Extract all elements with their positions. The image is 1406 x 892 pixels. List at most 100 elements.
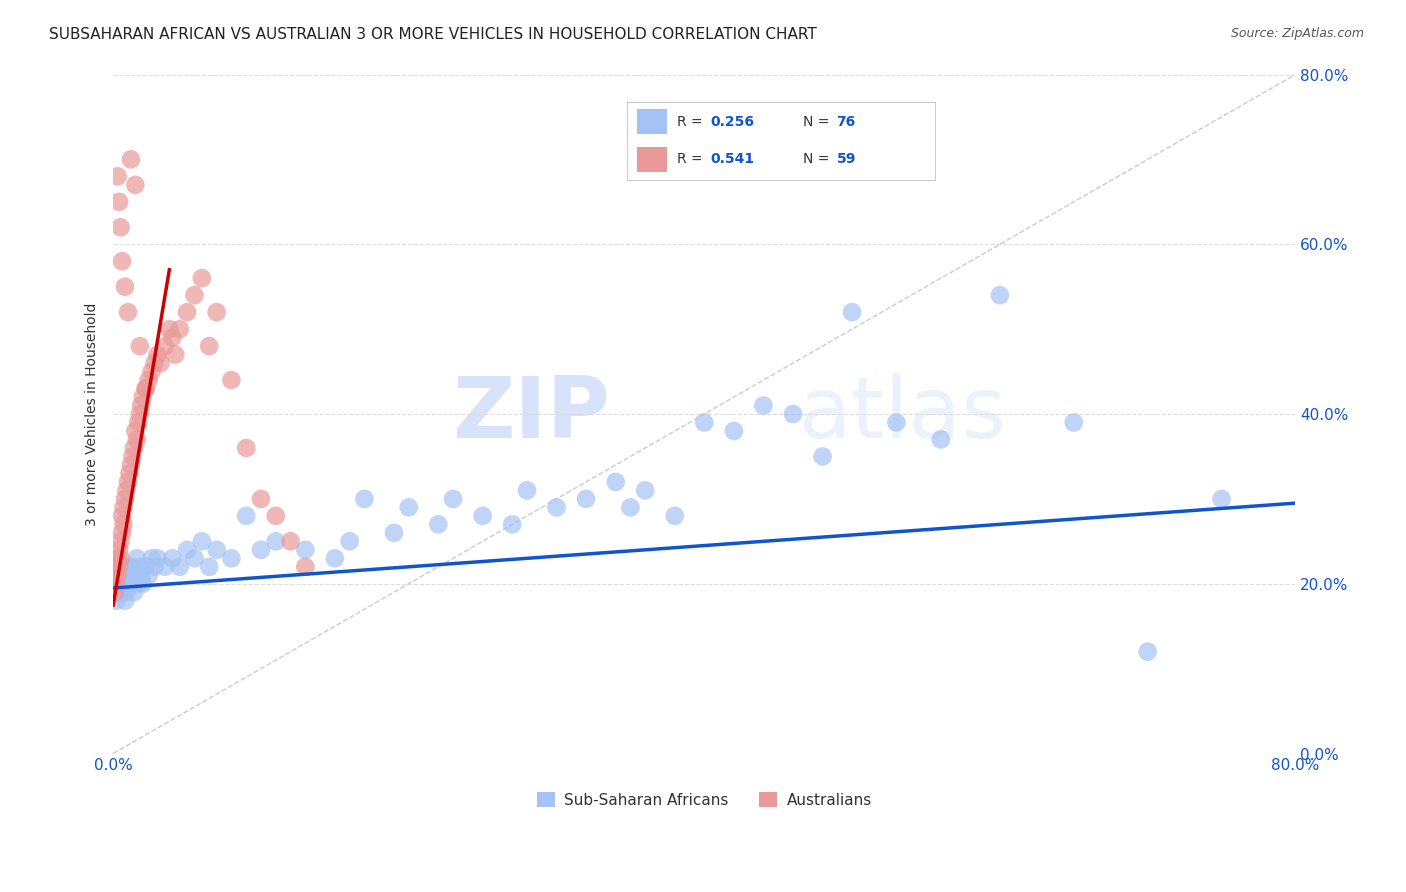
Point: [153, 559, 176, 574]
Point: [114, 593, 136, 607]
Point: [841, 305, 863, 319]
Point: [605, 475, 627, 489]
Point: [124, 568, 146, 582]
Point: [782, 407, 804, 421]
Point: [153, 339, 176, 353]
Point: [235, 441, 257, 455]
Point: [339, 534, 361, 549]
Point: [138, 568, 160, 582]
Point: [112, 585, 135, 599]
Point: [107, 568, 129, 582]
Point: [427, 517, 450, 532]
Point: [114, 279, 136, 293]
Point: [294, 559, 316, 574]
Point: [104, 568, 127, 582]
Point: [169, 322, 191, 336]
Point: [108, 559, 131, 574]
Point: [114, 576, 136, 591]
Point: [120, 153, 142, 167]
Text: SUBSAHARAN AFRICAN VS AUSTRALIAN 3 OR MORE VEHICLES IN HOUSEHOLD CORRELATION CHA: SUBSAHARAN AFRICAN VS AUSTRALIAN 3 OR MO…: [49, 27, 817, 42]
Point: [191, 534, 214, 549]
Point: [221, 551, 243, 566]
Point: [105, 593, 128, 607]
Point: [264, 534, 287, 549]
Point: [138, 373, 160, 387]
Point: [323, 551, 346, 566]
Point: [135, 559, 157, 574]
Point: [115, 585, 138, 599]
Point: [441, 491, 464, 506]
Point: [294, 542, 316, 557]
Point: [619, 500, 641, 515]
Point: [128, 339, 150, 353]
Point: [353, 491, 375, 506]
Point: [122, 441, 145, 455]
Point: [205, 305, 228, 319]
Point: [107, 585, 129, 599]
Point: [129, 568, 152, 582]
Point: [117, 559, 139, 574]
Point: [129, 399, 152, 413]
Point: [108, 194, 131, 209]
Point: [104, 568, 127, 582]
Point: [128, 559, 150, 574]
Point: [111, 576, 134, 591]
Point: [723, 424, 745, 438]
Point: [146, 551, 169, 566]
Point: [250, 491, 273, 506]
Point: [120, 458, 142, 472]
Point: [118, 568, 141, 582]
Point: [157, 322, 180, 336]
Point: [128, 407, 150, 421]
Point: [107, 169, 129, 184]
Point: [112, 517, 135, 532]
Point: [135, 382, 157, 396]
Point: [235, 508, 257, 523]
Point: [111, 568, 134, 582]
Point: [221, 373, 243, 387]
Point: [124, 178, 146, 192]
Point: [117, 305, 139, 319]
Text: ZIP: ZIP: [451, 373, 610, 456]
Point: [146, 348, 169, 362]
Point: [108, 568, 131, 582]
Point: [664, 508, 686, 523]
Point: [398, 500, 420, 515]
Point: [280, 534, 302, 549]
Point: [105, 576, 128, 591]
Point: [132, 390, 155, 404]
Point: [105, 559, 128, 574]
Point: [127, 576, 149, 591]
Point: [117, 475, 139, 489]
Point: [1063, 416, 1085, 430]
Point: [198, 559, 221, 574]
Point: [143, 356, 166, 370]
Y-axis label: 3 or more Vehicles in Household: 3 or more Vehicles in Household: [86, 302, 100, 525]
Point: [141, 551, 163, 566]
Text: atlas: atlas: [799, 373, 1007, 456]
Point: [143, 559, 166, 574]
Point: [205, 542, 228, 557]
Point: [183, 288, 205, 302]
Point: [141, 365, 163, 379]
Point: [165, 348, 187, 362]
Point: [929, 433, 952, 447]
Point: [183, 551, 205, 566]
Point: [105, 576, 128, 591]
Point: [176, 542, 198, 557]
Point: [122, 585, 145, 599]
Point: [121, 559, 143, 574]
Point: [104, 585, 127, 599]
Point: [1211, 491, 1233, 506]
Point: [176, 305, 198, 319]
Point: [111, 525, 134, 540]
Point: [110, 551, 132, 566]
Point: [107, 559, 129, 574]
Point: [112, 559, 135, 574]
Point: [117, 576, 139, 591]
Point: [575, 491, 598, 506]
Point: [382, 525, 405, 540]
Point: [127, 416, 149, 430]
Point: [634, 483, 657, 498]
Legend: Sub-Saharan Africans, Australians: Sub-Saharan Africans, Australians: [530, 786, 877, 814]
